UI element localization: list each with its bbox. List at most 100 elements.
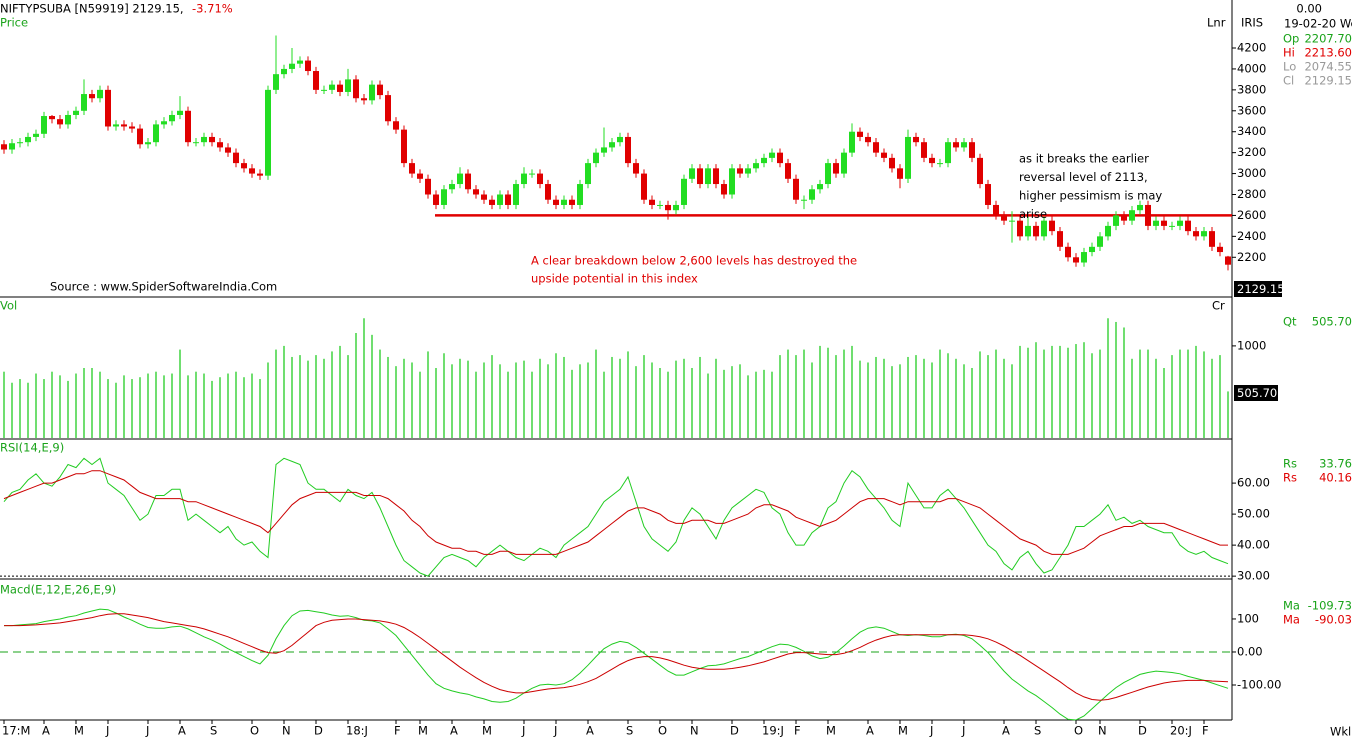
candle-body	[817, 184, 823, 190]
candle-body	[889, 157, 895, 169]
scale: Lnr	[1207, 16, 1226, 30]
x-tick-label: 18:J	[346, 724, 368, 738]
x-tick-label: F	[1202, 724, 1209, 738]
candle-body	[73, 110, 79, 115]
x-tick-label: J	[929, 724, 933, 738]
annotation: higher pessimism is may	[1019, 189, 1162, 203]
candle-body	[769, 152, 775, 158]
indicator-line	[4, 608, 1229, 721]
candle-body	[25, 136, 31, 143]
candle-body	[521, 173, 527, 185]
y-tick-label: 100	[1237, 611, 1259, 625]
annotation: upside potential in this index	[531, 272, 698, 286]
candle-body	[1049, 220, 1055, 232]
candle-body	[137, 128, 143, 145]
candle-body	[257, 173, 263, 176]
candle-body	[201, 136, 207, 143]
candle-body	[321, 89, 327, 91]
candle-body	[905, 136, 911, 179]
info-value: 2213.60	[1304, 46, 1352, 60]
candle-body	[65, 114, 71, 125]
y-tick-label: 2200	[1237, 250, 1266, 264]
candle-body	[713, 168, 719, 185]
info-label: Rs	[1283, 471, 1297, 485]
candle-body	[665, 204, 671, 211]
candle-body	[105, 89, 111, 127]
candle-body	[897, 168, 903, 179]
candle-body	[1209, 231, 1215, 247]
candle-body	[553, 199, 559, 205]
candle-body	[1217, 246, 1223, 253]
candle-body	[961, 142, 967, 148]
candle-body	[1089, 246, 1095, 253]
study: IRIS	[1241, 16, 1263, 30]
candle-body	[265, 89, 271, 176]
x-tick-label: J	[553, 724, 557, 738]
candle-body	[697, 168, 703, 185]
candle-body	[281, 68, 287, 75]
annotation: as it breaks the earlier	[1019, 152, 1149, 166]
candle-body	[89, 94, 95, 99]
candle-body	[57, 119, 63, 125]
y-tick-label: 3400	[1237, 124, 1266, 138]
candle-body	[177, 110, 183, 115]
candle-body	[793, 178, 799, 200]
candle-body	[1009, 220, 1015, 222]
candle-body	[1065, 246, 1071, 258]
candle-body	[1121, 215, 1127, 221]
y-tick-label: 60.00	[1237, 476, 1270, 490]
x-tick-label: A	[586, 724, 594, 738]
y-tick-label: 0.00	[1237, 644, 1263, 658]
panel-title: Macd(E,12,E,26,E,9)	[0, 583, 116, 597]
y-tick-label: 2800	[1237, 187, 1266, 201]
x-tick-label: S	[626, 724, 633, 738]
candle-body	[849, 131, 855, 153]
x-tick-label: A	[866, 724, 874, 738]
x-tick-label: D	[1138, 724, 1147, 738]
y-tick-label: 4000	[1237, 61, 1266, 75]
candle-body	[1, 144, 7, 150]
candle-body	[1225, 256, 1231, 265]
candle-body	[1025, 225, 1031, 237]
indicator-line	[3, 470, 1228, 555]
y-tick-label: 50.00	[1237, 507, 1270, 521]
candle-body	[841, 152, 847, 174]
y-tick-label: 3200	[1237, 145, 1266, 159]
candle-body	[921, 142, 927, 158]
candle-body	[505, 194, 511, 205]
info-label: Lo	[1283, 60, 1296, 74]
candle-body	[561, 199, 567, 205]
candle-body	[617, 136, 623, 143]
candle-body	[1033, 225, 1039, 237]
candle-body	[945, 142, 951, 164]
volume-tag	[1234, 385, 1278, 401]
candle-body	[409, 163, 415, 174]
info-value: -109.73	[1308, 599, 1352, 613]
volume-tag-label: 505.70	[1237, 386, 1277, 400]
candle-body	[1177, 220, 1183, 226]
symbol: NIFTYPSUBA [N59919] 2129.15,	[0, 2, 184, 16]
x-tick-label: A	[1002, 724, 1010, 738]
candle-body	[233, 152, 239, 164]
x-tick-label: N	[282, 724, 291, 738]
candle-body	[1145, 204, 1151, 226]
info-value: 2074.55	[1304, 60, 1352, 74]
info-date: 19-02-20 We	[1284, 17, 1352, 31]
candle-body	[873, 142, 879, 153]
candle-body	[929, 157, 935, 164]
indicator-line	[3, 457, 1229, 577]
candle-body	[241, 163, 247, 169]
y-tick-label: 3800	[1237, 82, 1266, 96]
candle-body	[353, 79, 359, 99]
candle-body	[489, 199, 495, 205]
info-value: 33.76	[1319, 457, 1352, 471]
annotation: A clear breakdown below 2,600 levels has…	[531, 254, 857, 268]
candle-body	[169, 114, 175, 122]
x-tick-label: D	[730, 724, 739, 738]
info-label: Cl	[1283, 74, 1294, 88]
x-tick-label: O	[1074, 724, 1083, 738]
candle-body	[185, 110, 191, 143]
candle-body	[417, 173, 423, 179]
candle-body	[1129, 210, 1135, 221]
